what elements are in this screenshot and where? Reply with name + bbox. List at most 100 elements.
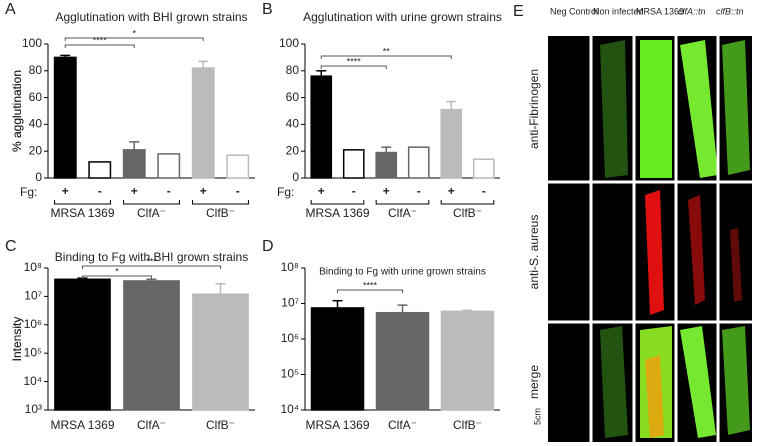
bar <box>88 161 112 179</box>
tissue-red <box>645 190 664 315</box>
bar <box>440 310 495 411</box>
x-tick-label: - <box>352 184 356 198</box>
tissue-merge <box>645 355 664 438</box>
y-tick-label: 20 <box>286 143 300 157</box>
x-tick-label: + <box>318 184 325 198</box>
bar <box>54 278 111 411</box>
y-tick-label: 40 <box>286 117 300 131</box>
tissue-green <box>600 40 628 178</box>
row-label: anti-Fibrinogen <box>527 69 541 149</box>
y-axis-label: % agglutination <box>10 70 24 152</box>
panel-letter: A <box>5 1 16 18</box>
tissue-green <box>640 40 672 178</box>
bar <box>226 154 250 179</box>
group-bracket <box>310 200 365 205</box>
column-header: MRSA 1369 <box>636 6 684 16</box>
x-tick-label: ClfB⁻ <box>453 418 482 432</box>
y-tick-label: 10⁸ <box>281 260 299 274</box>
tissue-red <box>688 195 705 305</box>
significance-bracket <box>64 37 204 41</box>
bar <box>440 108 463 179</box>
fg-label: Fg: <box>20 185 37 199</box>
tissue-merge <box>722 326 750 435</box>
fg-label: Fg: <box>277 185 294 199</box>
y-tick-label: 0 <box>292 170 299 184</box>
tissue-merge <box>680 326 716 438</box>
row-label: merge <box>527 365 541 399</box>
significance-bracket <box>82 275 152 279</box>
y-axis-label: % agglutination <box>10 70 24 152</box>
tissue-green <box>680 40 718 178</box>
x-tick-label: - <box>236 184 240 198</box>
bar <box>310 307 365 411</box>
x-tick-label: MRSA 1369 <box>305 418 369 432</box>
chart-title: Binding to Fg with BHI grown strains <box>55 250 248 264</box>
bar <box>53 56 77 179</box>
y-tick-label: 60 <box>286 90 300 104</box>
y-tick-label: 10⁴ <box>23 374 42 388</box>
significance-label: **** <box>347 56 362 66</box>
panel-letter: D <box>262 238 274 255</box>
group-label: ClfB⁻ <box>206 206 235 220</box>
significance-bracket <box>320 55 452 59</box>
microscopy-panel <box>548 36 752 442</box>
y-tick-label: 10⁷ <box>24 289 42 303</box>
chart-title: Agglutination with BHI grown strains <box>55 10 247 24</box>
y-tick-label: 40 <box>29 117 43 131</box>
group-label: ClfB⁻ <box>453 206 482 220</box>
y-tick-label: 80 <box>286 63 300 77</box>
y-axis-label: Intensity <box>10 317 24 362</box>
group-bracket <box>54 200 111 205</box>
x-tick-label: - <box>167 184 171 198</box>
y-tick-label: 100 <box>279 36 299 50</box>
bar <box>192 293 249 411</box>
y-tick-label: 10⁵ <box>281 367 299 381</box>
image-grid <box>548 36 752 442</box>
chart-title: Agglutination with urine grown strains <box>303 10 502 24</box>
bar <box>375 151 398 179</box>
group-bracket <box>375 200 430 205</box>
group-label: MRSA 1369 <box>305 206 369 220</box>
x-tick-label: - <box>482 184 486 198</box>
x-tick-label: + <box>448 184 455 198</box>
y-tick-label: 10³ <box>25 402 42 416</box>
x-tick-label: ClfB⁻ <box>206 418 235 432</box>
significance-label: **** <box>363 280 378 290</box>
panel-letter: E <box>513 3 524 20</box>
x-tick-label: - <box>98 184 102 198</box>
bar <box>123 280 180 411</box>
significance-bracket <box>82 265 221 269</box>
x-tick-label: + <box>62 184 69 198</box>
chart-title: Binding to Fg with urine grown strains <box>319 267 486 278</box>
significance-label: *** <box>146 256 157 266</box>
significance-label: * <box>132 28 136 38</box>
x-tick-label: + <box>200 184 207 198</box>
tissue-green <box>722 40 750 175</box>
significance-bracket <box>320 65 387 69</box>
bar <box>157 153 181 179</box>
y-tick-label: 60 <box>29 90 43 104</box>
group-label: ClfA⁻ <box>388 206 417 220</box>
y-tick-label: 80 <box>29 63 43 77</box>
bar <box>122 149 146 179</box>
panel-letter: C <box>5 238 17 255</box>
bar <box>342 149 365 179</box>
group-bracket <box>123 200 180 205</box>
x-tick-label: ClfA⁻ <box>137 418 166 432</box>
y-tick-label: 10⁴ <box>280 402 299 416</box>
y-tick-label: 10⁶ <box>281 331 299 345</box>
y-tick-label: 100 <box>22 36 42 50</box>
scale-label: 5cm <box>532 408 542 425</box>
y-tick-label: 20 <box>29 143 43 157</box>
y-tick-label: 10⁷ <box>281 296 299 310</box>
column-header: Neg Control <box>550 6 598 16</box>
bar <box>407 146 430 179</box>
y-axis-label: Intensity <box>10 317 24 362</box>
group-bracket <box>440 200 495 205</box>
x-tick-label: + <box>131 184 138 198</box>
bar <box>375 311 430 411</box>
significance-label: **** <box>93 35 108 45</box>
y-tick-label: 10⁶ <box>24 317 42 331</box>
tissue-merge <box>600 326 628 438</box>
x-tick-label: ClfA⁻ <box>388 418 417 432</box>
